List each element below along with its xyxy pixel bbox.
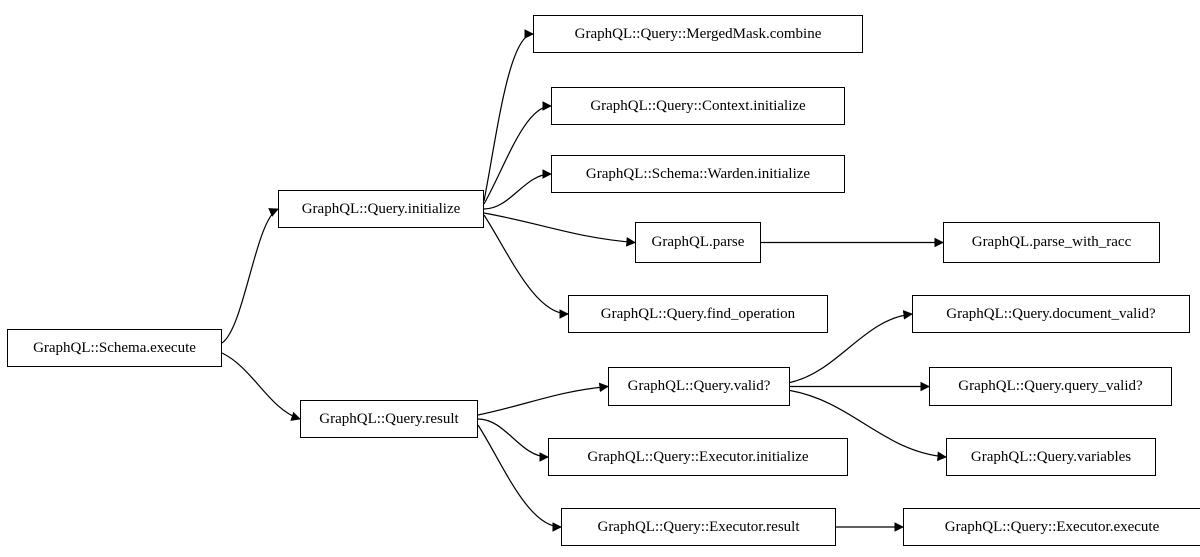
node-find_operation: GraphQL::Query.find_operation xyxy=(568,295,828,333)
edge-query_initialize-to-find_operation xyxy=(484,215,568,314)
node-executor_init: GraphQL::Query::Executor.initialize xyxy=(548,438,848,476)
node-variables: GraphQL::Query.variables xyxy=(946,438,1156,476)
edge-query_result-to-query_valid xyxy=(478,387,608,416)
node-executor_execute: GraphQL::Query::Executor.execute xyxy=(903,508,1200,546)
edge-query_initialize-to-parse xyxy=(484,213,635,243)
edge-schema_execute-to-query_initialize xyxy=(222,209,278,343)
node-query_valid_q: GraphQL::Query.query_valid? xyxy=(929,367,1172,406)
node-schema_execute: GraphQL::Schema.execute xyxy=(7,329,222,367)
node-query_initialize: GraphQL::Query.initialize xyxy=(278,190,484,228)
edge-query_initialize-to-warden_init xyxy=(484,174,551,209)
node-parse: GraphQL.parse xyxy=(635,222,761,263)
edge-query_result-to-executor_init xyxy=(478,419,548,457)
node-parse_racc: GraphQL.parse_with_racc xyxy=(943,222,1160,263)
edge-query_initialize-to-context_init xyxy=(484,106,551,204)
node-query_valid: GraphQL::Query.valid? xyxy=(608,367,790,406)
edge-query_initialize-to-merged_mask xyxy=(484,34,533,201)
node-document_valid: GraphQL::Query.document_valid? xyxy=(912,295,1190,333)
node-executor_result: GraphQL::Query::Executor.result xyxy=(561,508,836,546)
edge-schema_execute-to-query_result xyxy=(222,353,300,419)
node-merged_mask: GraphQL::Query::MergedMask.combine xyxy=(533,15,863,53)
node-warden_init: GraphQL::Schema::Warden.initialize xyxy=(551,155,845,193)
node-context_init: GraphQL::Query::Context.initialize xyxy=(551,87,845,125)
node-query_result: GraphQL::Query.result xyxy=(300,400,478,438)
